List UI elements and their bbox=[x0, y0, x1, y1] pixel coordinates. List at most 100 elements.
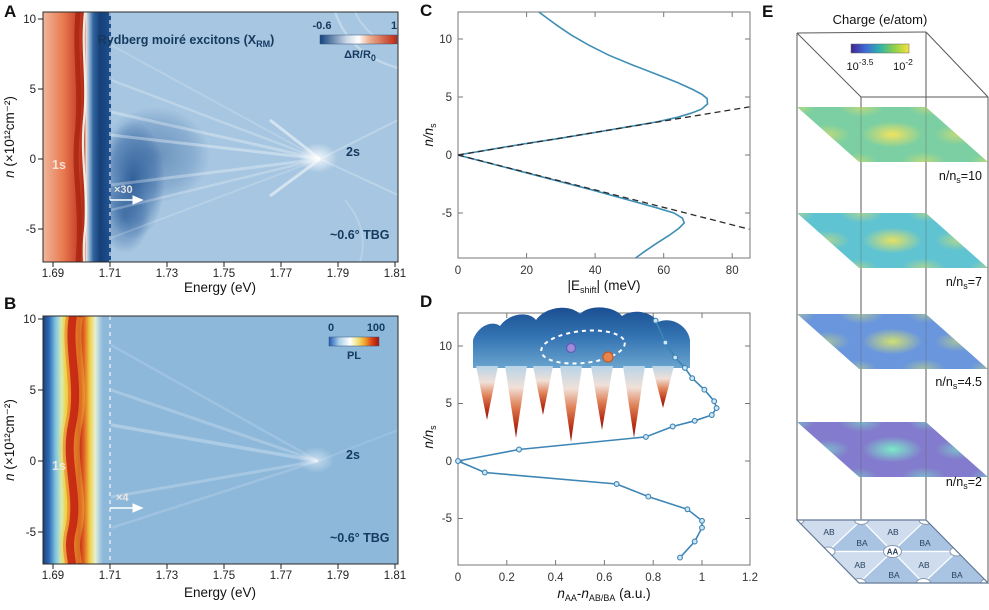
charge-blob bbox=[841, 153, 877, 162]
charge-blob bbox=[841, 259, 877, 268]
data-point bbox=[681, 364, 688, 371]
data-point bbox=[669, 423, 676, 430]
y-tick-label: 5 bbox=[30, 84, 36, 96]
data-point bbox=[662, 339, 669, 346]
y-tick-label: 10 bbox=[23, 14, 36, 26]
y-tick-label: 10 bbox=[439, 34, 452, 46]
x-tick-label: 1.79 bbox=[327, 268, 349, 280]
x-tick-label: 0.6 bbox=[596, 572, 612, 584]
colorbar-a-gradient bbox=[319, 34, 398, 45]
x-tick-label: 60 bbox=[657, 265, 670, 277]
charge-blob bbox=[901, 467, 946, 477]
data-point bbox=[708, 412, 715, 418]
data-point bbox=[699, 524, 705, 531]
panel-a: A 10 5 0 -5 1.69 1.71 1.73 1.75 1.77 1.7… bbox=[2, 2, 406, 295]
charge-blob bbox=[970, 360, 988, 369]
charge-blob bbox=[806, 331, 850, 352]
band-core-line bbox=[73, 12, 82, 262]
charge-blob bbox=[862, 227, 923, 254]
annotation-2s-a: 2s bbox=[346, 145, 360, 159]
x-tick-label: 0 bbox=[455, 265, 461, 277]
y-tick-label: -5 bbox=[442, 208, 452, 220]
charge-blob bbox=[901, 152, 946, 162]
panel-letter-d: D bbox=[420, 292, 432, 311]
panel-c-curves bbox=[458, 12, 750, 258]
y-axis-label-a: n (×10¹²cm⁻²) bbox=[2, 96, 17, 178]
charge-blob bbox=[935, 331, 979, 352]
charge-blob bbox=[797, 422, 815, 431]
domain-label-ab: AB bbox=[887, 527, 899, 537]
charge-blob bbox=[862, 436, 923, 463]
frame-b bbox=[42, 315, 399, 565]
charge-blob bbox=[841, 360, 877, 369]
charge-blob bbox=[901, 258, 946, 268]
x-tick-labels-c: 0 20 40 60 80 bbox=[455, 265, 739, 277]
series-energy-shift-lower-branch bbox=[458, 154, 686, 258]
plane-label-n2: n/ns=2 bbox=[946, 475, 982, 491]
data-point bbox=[677, 554, 683, 561]
colorbar-e-min: 10-3.5 bbox=[847, 57, 874, 73]
charge-plane-n10 bbox=[797, 107, 988, 162]
y-tick-label: 5 bbox=[446, 398, 452, 410]
x-tick-label: 0.4 bbox=[548, 572, 565, 584]
frame-c bbox=[457, 11, 751, 259]
panel-letter-a: A bbox=[4, 2, 16, 21]
y-tick-label: -5 bbox=[26, 527, 36, 539]
data-point bbox=[689, 375, 696, 382]
y-tick-label: -5 bbox=[442, 513, 452, 525]
x-tick-label: 1.81 bbox=[384, 570, 406, 582]
orbit-dashed-ellipse bbox=[540, 329, 626, 365]
charge-plane-n4p5 bbox=[797, 314, 988, 369]
x-tick-label: 0 bbox=[455, 572, 461, 584]
y-tick-label: -5 bbox=[26, 224, 36, 236]
charge-blob bbox=[841, 468, 877, 477]
charge-blob bbox=[806, 124, 850, 145]
data-point bbox=[713, 405, 720, 412]
charge-blob bbox=[839, 422, 884, 432]
panel-b: B 10 5 0 -5 1.69 1.71 1.73 1.75 1.77 1.7… bbox=[2, 294, 406, 600]
panel-c: C 10 5 0 -5 0 20 40 60 80 |Eshift| (meV)… bbox=[420, 1, 751, 295]
inset-moire-potential bbox=[473, 307, 690, 442]
colorbar-a-max: 1 bbox=[391, 20, 397, 32]
charge-blob bbox=[935, 124, 979, 145]
x-tick-label: 1.79 bbox=[327, 570, 349, 582]
annotation-2s-b: 2s bbox=[346, 448, 360, 462]
colorbar-b-gradient bbox=[328, 336, 380, 347]
colorbar-b: 0 100 PL bbox=[328, 322, 385, 362]
ticks-b bbox=[38, 318, 396, 569]
data-point bbox=[516, 446, 522, 453]
annotation-1s-b: 1s bbox=[52, 459, 66, 473]
panel-letter-b: B bbox=[4, 294, 16, 313]
annotation-sample-b: ~0.6° TBG bbox=[330, 531, 390, 545]
panel-a-title: Rydberg moiré excitons (XRM) bbox=[98, 33, 275, 49]
y-axis-label-d: n/ns bbox=[421, 425, 438, 449]
band-edge-line bbox=[81, 12, 88, 262]
data-point bbox=[652, 317, 659, 324]
heatmap-b bbox=[43, 316, 398, 564]
domain-label-ba: BA bbox=[888, 570, 900, 580]
domain-label-ba: BA bbox=[856, 538, 868, 548]
colorbar-e-gradient bbox=[850, 43, 910, 54]
data-point bbox=[701, 386, 708, 393]
colorbar-a-label: ΔR/R0 bbox=[344, 49, 376, 63]
moire-domain-map: AB AB BA BA AB AB BA BA AA bbox=[795, 519, 989, 584]
x-tick-labels-b: 1.69 1.71 1.73 1.75 1.77 1.79 1.81 bbox=[42, 570, 406, 582]
panel-d: D 10 5 0 -5 0 0.2 0.4 0.6 0.8 1 1.2 nAA-… bbox=[420, 292, 758, 603]
data-point bbox=[691, 538, 698, 545]
plane-label-n10: n/ns=10 bbox=[939, 169, 982, 185]
data-point bbox=[642, 433, 649, 440]
charge-blob bbox=[862, 328, 923, 355]
plane-labels: n/ns=10 n/ns=7 n/ns=4.5 n/ns=2 bbox=[935, 169, 982, 491]
charge-blob bbox=[970, 468, 988, 477]
x-tick-label: 1.75 bbox=[213, 570, 235, 582]
y-axis-label-c: n/ns bbox=[421, 123, 438, 147]
data-point bbox=[684, 506, 691, 513]
colorbar-b-max: 100 bbox=[367, 322, 385, 334]
ticks-a bbox=[38, 18, 396, 267]
charge-blob bbox=[839, 107, 884, 117]
x-tick-label: 1.73 bbox=[156, 570, 178, 582]
y-label-units: (×10¹²cm⁻²) bbox=[2, 96, 17, 170]
charge-blob bbox=[970, 259, 988, 268]
x-tick-label: 1.75 bbox=[213, 268, 235, 280]
